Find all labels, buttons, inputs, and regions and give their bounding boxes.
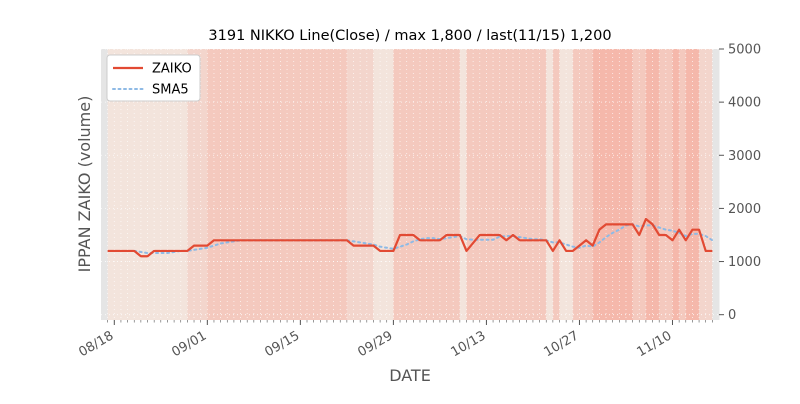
- legend: ZAIKO SMA5: [106, 54, 201, 102]
- background-band: [685, 49, 700, 320]
- background-band: [373, 49, 394, 320]
- background-band: [101, 49, 109, 320]
- background-band: [459, 49, 467, 320]
- background-band: [207, 49, 348, 320]
- series-line-zaiko: [107, 217, 713, 258]
- background-band: [346, 49, 374, 320]
- background-band: [559, 49, 574, 320]
- background-bands: [101, 49, 720, 320]
- series-line-sma5: [133, 223, 714, 255]
- series-lines: [107, 217, 714, 258]
- background-band: [466, 49, 547, 320]
- x-tick-label: 10/13: [448, 328, 488, 360]
- background-band: [546, 49, 554, 320]
- x-tick-label: 09/01: [169, 328, 209, 360]
- background-band: [659, 49, 673, 320]
- chart-title: 3191 NIKKO Line(Close) / max 1,800 / las…: [208, 28, 611, 44]
- legend-entry-label: SMA5: [152, 83, 189, 98]
- y-tick-label: 0: [728, 308, 736, 323]
- x-tick-label: 09/29: [355, 328, 395, 360]
- x-tick-label: 09/15: [262, 328, 302, 360]
- y-tick-label: 5000: [728, 43, 761, 58]
- background-band: [393, 49, 461, 320]
- y-tick-label: 4000: [728, 96, 761, 111]
- y-tick-label: 2000: [728, 202, 761, 217]
- x-axis-label: DATE: [389, 366, 431, 385]
- y-tick-label: 1000: [728, 255, 761, 270]
- background-band: [552, 49, 561, 320]
- y-axis: 0 1000 2000 3000 4000 5000: [719, 43, 761, 323]
- background-band: [672, 49, 680, 320]
- background-band: [679, 49, 687, 320]
- legend-entry-label: ZAIKO: [152, 62, 192, 77]
- x-tick-label: 08/18: [76, 328, 116, 360]
- background-band: [712, 49, 720, 320]
- background-band: [645, 49, 660, 320]
- background-band: [632, 49, 647, 320]
- background-band: [592, 49, 634, 320]
- y-axis-label: IPPAN ZAIKO (volume): [75, 96, 94, 273]
- grid-lines: [101, 48, 719, 320]
- background-band: [187, 49, 208, 320]
- x-tick-label: 10/27: [542, 328, 582, 360]
- y-tick-label: 3000: [728, 149, 761, 164]
- x-tick-label: 11/10: [635, 328, 675, 360]
- x-axis: 08/18 09/01 09/15 09/29 10/13 10/27 11/10: [76, 320, 713, 360]
- background-band: [699, 49, 713, 320]
- background-band: [572, 49, 594, 320]
